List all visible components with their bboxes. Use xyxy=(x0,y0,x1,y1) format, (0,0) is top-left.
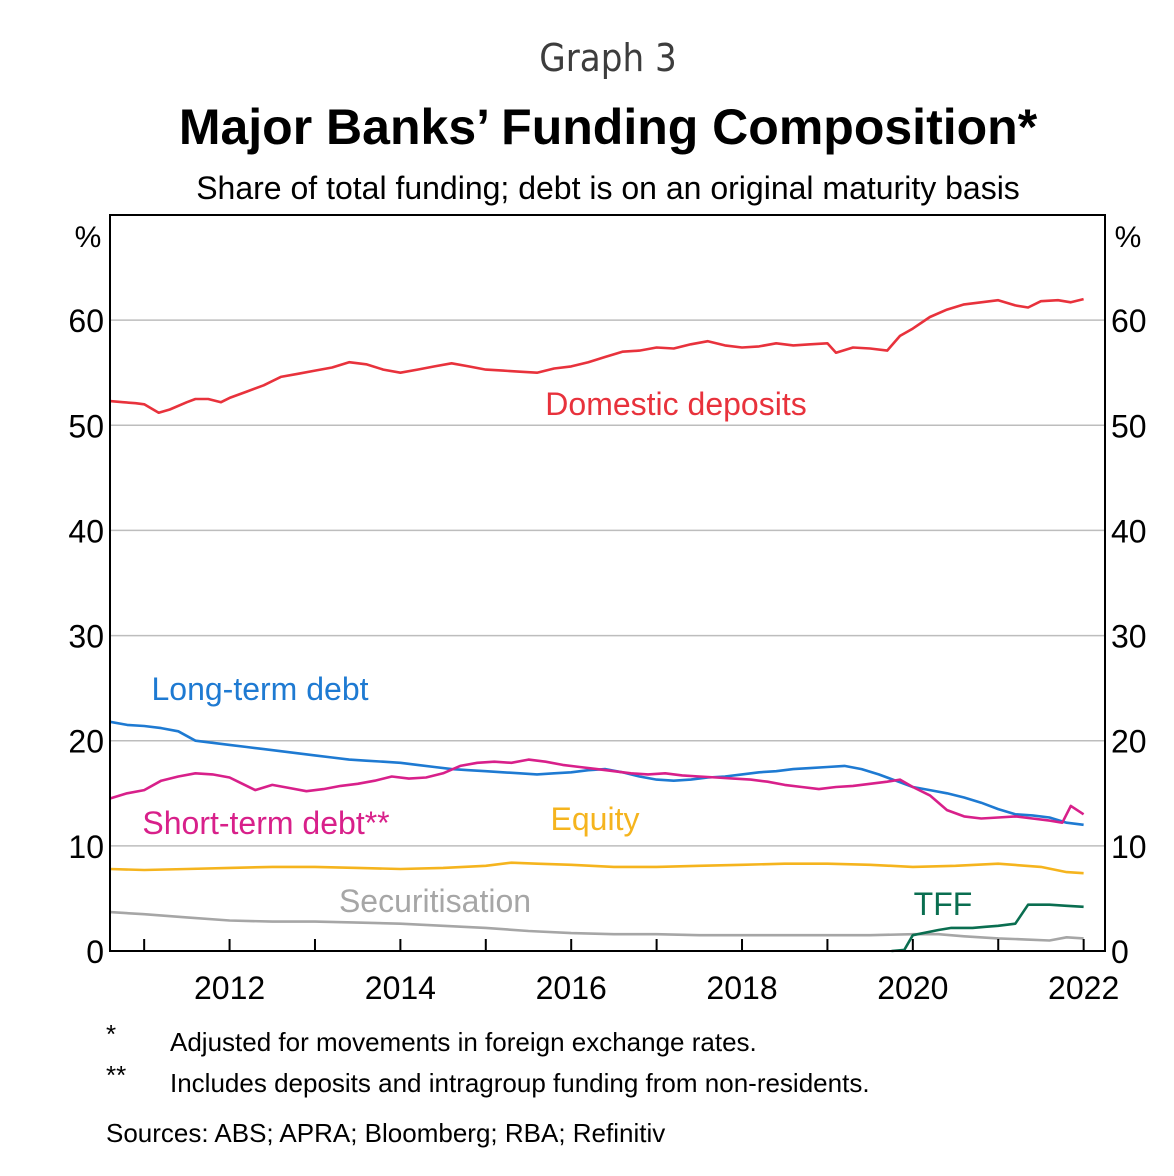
footnote-mark: ** xyxy=(106,1060,127,1090)
series-labels: Domestic deposits Long-term debt Short-ter… xyxy=(142,386,972,922)
footnote-text: Includes deposits and intragroup funding… xyxy=(170,1068,870,1098)
short-term-debt-line xyxy=(109,758,1085,825)
domestic-deposits-line xyxy=(109,297,1084,415)
footnote-mark: * xyxy=(106,1019,117,1049)
x-tick-label: 2022 xyxy=(1048,970,1119,1006)
gridlines xyxy=(110,319,1105,847)
domestic-deposits-label: Domestic deposits xyxy=(545,386,806,422)
y-tick-label-left: 50 xyxy=(68,408,104,444)
y-tick-label-right: 40 xyxy=(1111,513,1147,549)
y-tick-label-right: 30 xyxy=(1111,619,1147,655)
equity-line xyxy=(109,861,1084,875)
y-tick-label-right: 50 xyxy=(1111,408,1147,444)
right-unit-label: % xyxy=(1115,221,1142,254)
y-tick-label-left: 20 xyxy=(68,724,104,760)
x-tick-label: 2012 xyxy=(194,970,265,1006)
y-tick-label-right: 0 xyxy=(1111,934,1129,970)
y-tick-label-left: 40 xyxy=(68,513,104,549)
y-tick-label-right: 10 xyxy=(1111,829,1147,865)
footnote-text: Adjusted for movements in foreign exchan… xyxy=(170,1027,757,1057)
chart-title: Major Banks’ Funding Composition* xyxy=(178,99,1038,155)
short-term-debt-label: Short-term debt** xyxy=(142,805,389,841)
graph-number: Graph 3 xyxy=(539,36,677,80)
y-tick-label-right: 60 xyxy=(1111,303,1147,339)
y-tick-label-left: 60 xyxy=(68,303,104,339)
equity-label: Equity xyxy=(551,801,640,837)
x-tick-label: 2014 xyxy=(365,970,436,1006)
y-tick-label-left: 30 xyxy=(68,619,104,655)
y-tick-label-left: 10 xyxy=(68,829,104,865)
y-tick-label-right: 20 xyxy=(1111,724,1147,760)
left-unit-label: % xyxy=(75,221,102,254)
long-term-debt-label: Long-term debt xyxy=(151,671,368,707)
y-tick-label-left: 0 xyxy=(86,934,104,970)
chart-subtitle: Share of total funding; debt is on an or… xyxy=(196,170,1020,206)
sources-note: Sources: ABS; APRA; Bloomberg; RBA; Refi… xyxy=(106,1118,666,1148)
x-tick-label: 2020 xyxy=(877,970,948,1006)
securitisation-line xyxy=(109,910,1084,942)
x-tick-label: 2016 xyxy=(536,970,607,1006)
securitisation-label: Securitisation xyxy=(339,883,531,919)
tff-label: TFF xyxy=(914,886,973,922)
series-lines xyxy=(109,297,1085,953)
tff-line xyxy=(891,903,1084,953)
x-tick-label: 2018 xyxy=(706,970,777,1006)
plot-frame xyxy=(109,214,1106,952)
